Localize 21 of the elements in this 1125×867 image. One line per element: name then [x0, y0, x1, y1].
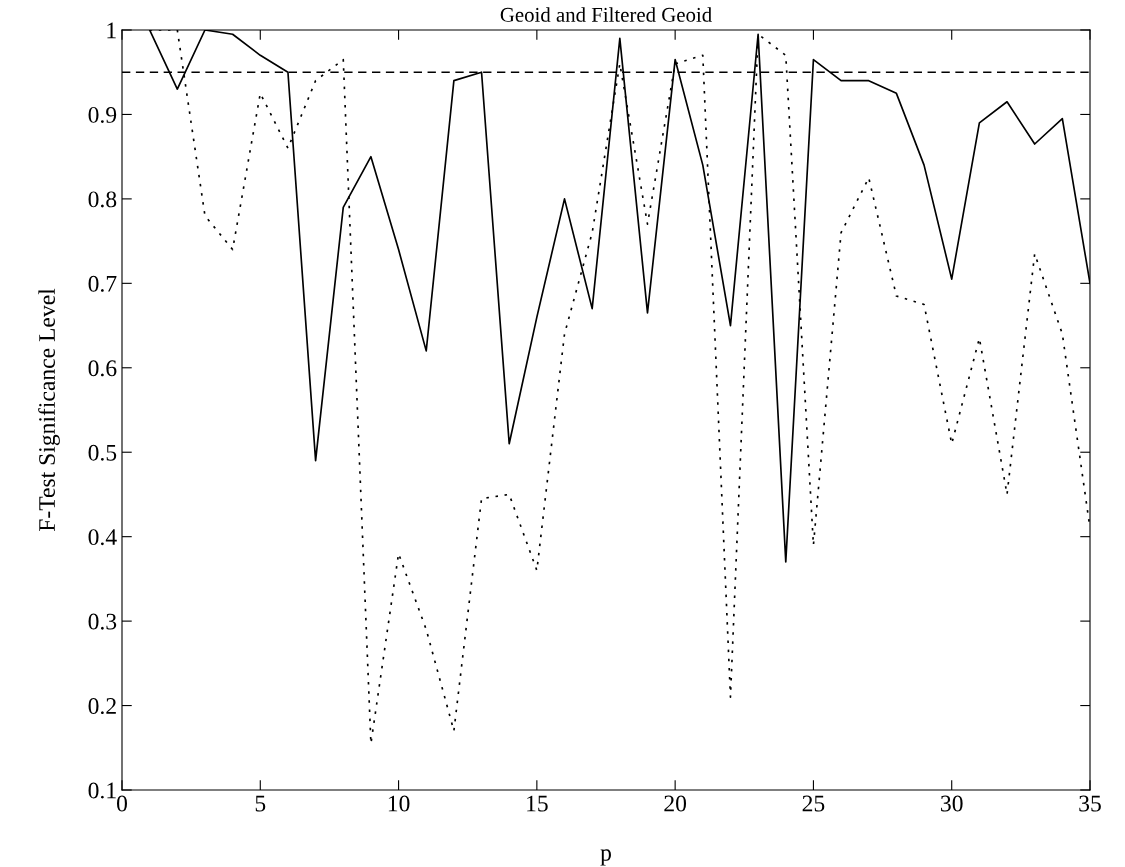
x-tick-label: 15 [527, 795, 548, 812]
y-tick-label: 0.4 [88, 529, 117, 546]
y-tick-label: 0.5 [88, 444, 117, 461]
y-tick-label: 0.6 [88, 360, 117, 377]
x-tick-label: 20 [664, 795, 687, 812]
x-tick-label: 0 [117, 795, 127, 812]
x-tick-label: 25 [802, 795, 825, 812]
y-tick-label: 0.8 [88, 191, 117, 208]
y-axis-title: F-Test Significance Level [38, 288, 60, 532]
x-axis-title: p [600, 849, 611, 866]
y-tick-label: 0.7 [88, 275, 117, 292]
chart-title: Geoid and Filtered Geoid [500, 7, 712, 22]
x-tick-label: 35 [1079, 795, 1101, 812]
y-tick-label: 1 [107, 22, 116, 39]
y-tick-label: 0.3 [88, 613, 117, 630]
x-tick-label: 30 [941, 795, 963, 812]
x-tick-label: 10 [388, 795, 410, 812]
x-tick-label: 5 [255, 795, 266, 812]
y-tick-label: 0.2 [88, 698, 116, 715]
y-tick-label: 0.9 [88, 106, 117, 123]
y-tick-label: 0.1 [88, 782, 116, 799]
